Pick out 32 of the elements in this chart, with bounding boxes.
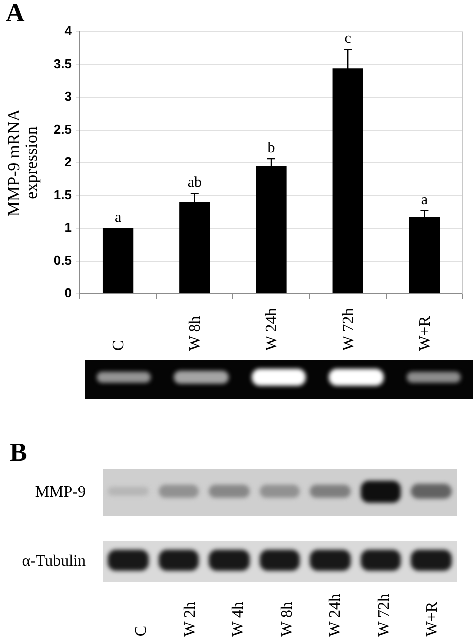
y-tick-label: 1: [64, 220, 72, 236]
y-axis-title: MMP-9 mRNA expression: [4, 108, 42, 217]
x-tick-label: W+R: [416, 316, 434, 351]
category-label: W 2h: [182, 602, 200, 637]
category-label: C: [133, 626, 151, 637]
y-tick-label: 3: [64, 89, 72, 104]
x-tick-label: W 24h: [264, 308, 281, 351]
annotation: c: [344, 31, 352, 48]
y-tick-label: 2.5: [54, 122, 72, 137]
annotation: a: [114, 210, 122, 226]
category-label: W 72h: [376, 594, 394, 637]
y-tick-label: 0.5: [54, 252, 72, 268]
annotation: b: [268, 140, 276, 157]
category-label: W 24h: [327, 594, 345, 637]
chart-title: A: [6, 0, 25, 28]
annotation: a: [421, 192, 428, 208]
y-tick-label: 2: [64, 154, 72, 170]
bar: [102, 228, 134, 294]
y-tick-label: 3.5: [54, 56, 72, 72]
category-label: W 4h: [230, 602, 248, 637]
annotation: ab: [188, 175, 202, 192]
y-tick-label: 0: [64, 286, 72, 301]
x-tick-label: C: [110, 340, 128, 351]
x-tick-label: W 72h: [340, 308, 358, 351]
category-label: W 8h: [278, 602, 296, 637]
y-tick-label: 4: [64, 24, 73, 39]
text: B: [10, 438, 28, 467]
text: MMP-9: [35, 482, 86, 502]
category-label: W+R: [424, 602, 442, 637]
y-tick-label: 1.5: [54, 187, 72, 202]
text: α-Tubulin: [22, 552, 86, 572]
x-tick-label: W 8h: [187, 316, 204, 351]
